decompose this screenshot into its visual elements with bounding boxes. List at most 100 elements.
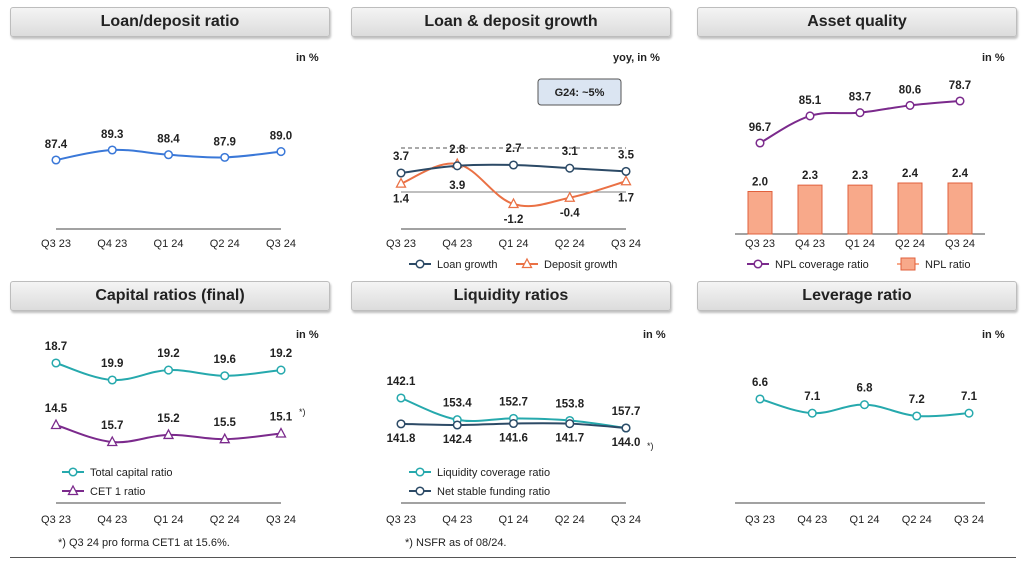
data-label: 141.6 (499, 433, 528, 445)
data-point (955, 96, 965, 106)
growth-chart: G24: ~5% 3.7 2.8 2.7 3.1 3.5 1.4 3.9 -1.2 -0.4 1.7… (386, 78, 641, 271)
data-label: 3.5 (618, 149, 635, 161)
data-label: 87.9 (214, 136, 236, 148)
x-tick-label: Q4 23 (442, 238, 472, 250)
data-point (452, 420, 462, 430)
data-label: -1.2 (504, 214, 524, 226)
footnote-marker: *) (299, 407, 306, 417)
x-tick-label: Q1 24 (154, 238, 184, 250)
asset-quality-panel: Asset quality in % 2.0 2.3 2.3 2.4 2.4 96.7 85… (697, 7, 1020, 277)
data-point (508, 160, 519, 170)
legend-label: Net stable funding ratio (437, 486, 550, 498)
guidance-box (537, 78, 622, 106)
data-point (220, 152, 230, 162)
liquidity-chart: 142.1 153.4 152.7 153.8 157.7 141.8 142.4 141.6… (386, 376, 653, 526)
data-point (620, 174, 632, 186)
capital-panel: Capital ratios (final) in % 18.7 19.9 19.2… (10, 281, 333, 551)
legend-label: Loan growth (437, 259, 498, 271)
series-line (759, 100, 961, 144)
data-label: 3.1 (562, 146, 579, 158)
x-tick-label: Q1 24 (845, 238, 875, 250)
data-label: 141.7 (555, 433, 584, 445)
unit-label: in % (296, 52, 319, 64)
data-label: 153.8 (555, 399, 584, 411)
x-tick-label: Q3 24 (945, 238, 975, 250)
data-label: 15.1 (270, 412, 293, 424)
legend-label: Total capital ratio (90, 467, 173, 479)
panel-title: Capital ratios (final) (10, 281, 330, 311)
x-tick-label: Q3 24 (611, 238, 641, 250)
data-point (107, 375, 117, 385)
data-point (276, 365, 286, 375)
data-label: 7.1 (961, 391, 978, 403)
x-tick-label: Q3 23 (745, 514, 775, 526)
legend-marker (415, 467, 425, 477)
data-point (395, 177, 407, 188)
x-tick-label: Q3 24 (954, 514, 984, 526)
data-label: 2.3 (802, 170, 818, 182)
data-label: 89.0 (270, 131, 292, 143)
capital-chart: 18.7 19.9 19.2 19.6 19.2 14.5 15.7 15.2 15.5 15.1… (41, 341, 306, 526)
data-label: 142.4 (443, 434, 472, 446)
data-point (807, 408, 817, 418)
unit-label: in % (982, 329, 1005, 341)
data-point (905, 100, 915, 110)
data-label: 141.8 (387, 433, 416, 445)
data-point (621, 423, 631, 433)
data-label: 6.8 (857, 383, 874, 395)
legend-label: Liquidity coverage ratio (437, 467, 550, 479)
data-point (755, 138, 765, 148)
data-point (51, 155, 61, 165)
data-label: 3.9 (449, 180, 465, 192)
data-label: 2.4 (902, 168, 919, 180)
data-label: 1.4 (393, 194, 410, 206)
data-label: 7.2 (909, 394, 925, 406)
x-tick-label: Q2 24 (902, 514, 932, 526)
npl-bar (747, 191, 773, 235)
data-point (162, 428, 175, 440)
data-point (565, 419, 575, 429)
growth-panel: Loan & deposit growth yoy, in % G24: ~5%… (351, 7, 674, 277)
panel-title: Loan & deposit growth (351, 7, 671, 37)
panel-title: Leverage ratio (697, 281, 1017, 311)
footnote: *) NSFR as of 08/24. (405, 537, 507, 549)
legend-marker (67, 484, 79, 496)
data-point (859, 400, 870, 410)
data-label: 19.2 (157, 348, 179, 360)
data-label: 153.4 (443, 398, 472, 410)
x-tick-label: Q3 23 (386, 238, 416, 250)
legend-label: Deposit growth (544, 259, 617, 271)
data-point (396, 393, 406, 403)
unit-label: yoy, in % (613, 52, 660, 64)
asset-quality-chart: 2.0 2.3 2.3 2.4 2.4 96.7 85.1 83.7 80.6 78.7 Q3 23… (735, 80, 985, 271)
data-label: 19.2 (270, 348, 292, 360)
data-point (51, 358, 61, 368)
data-label: 85.1 (799, 95, 822, 107)
legend-marker (521, 257, 533, 269)
x-tick-label: Q1 24 (499, 238, 529, 250)
legend-marker (415, 486, 425, 496)
data-label: 3.7 (393, 151, 409, 163)
data-label: 18.7 (45, 341, 67, 353)
data-point (964, 408, 974, 418)
x-tick-label: Q2 24 (210, 514, 240, 526)
loan-deposit-panel: Loan/deposit ratio in % 87.4 89.3 88.4 87.9… (10, 7, 333, 277)
x-tick-label: Q4 23 (97, 514, 127, 526)
x-tick-label: Q1 24 (499, 514, 529, 526)
x-tick-label: Q4 23 (442, 514, 472, 526)
data-point (163, 365, 174, 375)
npl-bar (947, 182, 973, 235)
data-label: 157.7 (612, 406, 641, 418)
npl-bar (847, 184, 873, 235)
unit-label: in % (296, 329, 319, 341)
data-label: 80.6 (899, 84, 921, 96)
data-label: 2.7 (506, 143, 522, 155)
data-point (396, 168, 406, 178)
data-label: 15.2 (157, 413, 179, 425)
x-tick-label: Q3 24 (266, 514, 296, 526)
data-label: 88.4 (157, 134, 180, 146)
data-point (219, 432, 231, 444)
x-tick-label: Q3 23 (386, 514, 416, 526)
data-point (621, 166, 631, 176)
data-point (452, 161, 462, 171)
